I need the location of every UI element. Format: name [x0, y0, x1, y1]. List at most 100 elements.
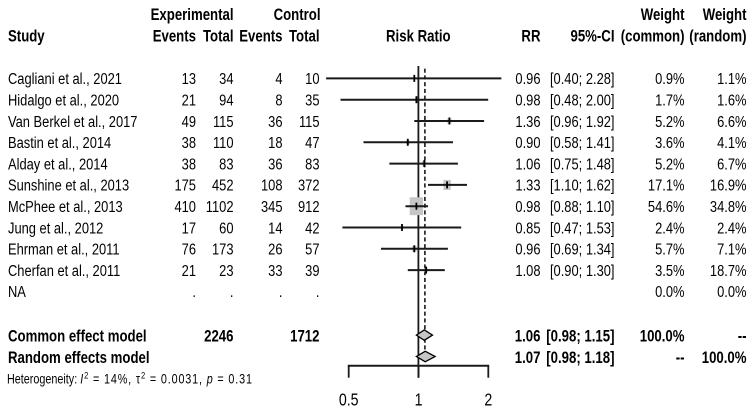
svg-text:5.2%: 5.2% — [655, 156, 684, 174]
svg-text:175: 175 — [174, 177, 196, 195]
svg-text:Cherfan et al., 2011: Cherfan et al., 2011 — [8, 263, 120, 281]
svg-text:Total: Total — [203, 27, 234, 46]
svg-text:34.8%: 34.8% — [710, 199, 747, 217]
svg-text:115: 115 — [299, 114, 320, 132]
svg-text:3.5%: 3.5% — [655, 263, 684, 281]
svg-text:33: 33 — [268, 263, 282, 281]
svg-text:1.7%: 1.7% — [655, 92, 684, 110]
svg-text:372: 372 — [298, 177, 320, 195]
svg-text:39: 39 — [305, 263, 319, 281]
svg-text:110: 110 — [213, 135, 234, 153]
svg-text:Van Berkel et al., 2017: Van Berkel et al., 2017 — [8, 114, 137, 132]
svg-text:(random): (random) — [689, 27, 746, 46]
svg-text:5.2%: 5.2% — [655, 114, 684, 132]
svg-text:0.96: 0.96 — [515, 71, 540, 89]
svg-text:100.0%: 100.0% — [640, 327, 685, 346]
svg-text:.: . — [192, 284, 196, 302]
svg-text:Weight: Weight — [703, 6, 747, 25]
svg-text:1.06: 1.06 — [515, 327, 541, 346]
svg-text:[0.69; 1.34]: [0.69; 1.34] — [550, 241, 615, 259]
svg-text:0.0%: 0.0% — [717, 284, 746, 302]
svg-text:49: 49 — [182, 114, 196, 132]
svg-text:--: -- — [676, 349, 685, 368]
svg-text:Total: Total — [289, 27, 320, 46]
svg-text:0.0%: 0.0% — [655, 284, 684, 302]
svg-text:3.6%: 3.6% — [655, 135, 684, 153]
svg-text:17.1%: 17.1% — [648, 177, 685, 195]
svg-text:.: . — [230, 284, 234, 302]
svg-text:34: 34 — [219, 71, 233, 89]
svg-text:54.6%: 54.6% — [648, 199, 685, 217]
svg-text:[0.90; 1.30]: [0.90; 1.30] — [550, 263, 615, 281]
svg-text:0.98: 0.98 — [515, 92, 540, 110]
svg-text:(common): (common) — [621, 27, 685, 46]
svg-text:36: 36 — [268, 156, 282, 174]
svg-text:1: 1 — [415, 390, 423, 410]
svg-text:Weight: Weight — [641, 6, 685, 25]
svg-text:[0.88; 1.10]: [0.88; 1.10] — [550, 199, 615, 217]
svg-text:115: 115 — [213, 114, 234, 132]
svg-text:2.4%: 2.4% — [717, 220, 746, 238]
svg-text:[0.58; 1.41]: [0.58; 1.41] — [550, 135, 615, 153]
svg-text:McPhee et al., 2013: McPhee et al., 2013 — [8, 199, 123, 217]
svg-text:Random effects model: Random effects model — [8, 349, 150, 368]
svg-text:14: 14 — [268, 220, 282, 238]
svg-text:410: 410 — [174, 199, 196, 217]
svg-text:0.9%: 0.9% — [655, 71, 684, 89]
svg-text:38: 38 — [182, 135, 196, 153]
svg-text:2246: 2246 — [204, 327, 233, 346]
svg-text:16.9%: 16.9% — [710, 177, 747, 195]
svg-text:95%-CI: 95%-CI — [570, 27, 614, 46]
svg-text:1.6%: 1.6% — [717, 92, 746, 110]
svg-text:1.08: 1.08 — [515, 263, 540, 281]
svg-text:0.98: 0.98 — [515, 199, 540, 217]
svg-text:452: 452 — [212, 177, 234, 195]
svg-text:42: 42 — [305, 220, 319, 238]
svg-text:--: -- — [738, 327, 747, 346]
svg-text:Study: Study — [8, 27, 45, 46]
svg-text:100.0%: 100.0% — [702, 349, 747, 368]
svg-text:108: 108 — [261, 177, 283, 195]
svg-text:18.7%: 18.7% — [710, 263, 747, 281]
svg-text:4.1%: 4.1% — [717, 135, 746, 153]
svg-text:912: 912 — [298, 199, 320, 217]
svg-text:Bastin et al., 2014: Bastin et al., 2014 — [8, 135, 111, 153]
svg-text:Risk Ratio: Risk Ratio — [386, 27, 451, 46]
svg-text:Control: Control — [274, 6, 321, 25]
svg-text:18: 18 — [268, 135, 282, 153]
svg-text:1.36: 1.36 — [515, 114, 540, 132]
svg-text:13: 13 — [182, 71, 196, 89]
svg-text:17: 17 — [182, 220, 196, 238]
svg-text:4: 4 — [275, 71, 282, 89]
svg-text:6.6%: 6.6% — [717, 114, 746, 132]
svg-text:1.1%: 1.1% — [717, 71, 746, 89]
svg-text:23: 23 — [219, 263, 233, 281]
svg-text:Experimental: Experimental — [151, 6, 234, 25]
svg-text:8: 8 — [275, 92, 282, 110]
svg-text:1102: 1102 — [206, 199, 234, 217]
svg-text:.: . — [316, 284, 320, 302]
svg-text:Events: Events — [153, 27, 196, 46]
svg-text:94: 94 — [219, 92, 233, 110]
svg-text:36: 36 — [268, 114, 282, 132]
svg-text:[1.10; 1.62]: [1.10; 1.62] — [550, 177, 615, 195]
svg-text:5.7%: 5.7% — [655, 241, 684, 259]
svg-text:Ehrman et al., 2011: Ehrman et al., 2011 — [8, 241, 120, 259]
svg-text:Alday et al., 2014: Alday et al., 2014 — [8, 156, 108, 174]
svg-text:7.1%: 7.1% — [717, 241, 746, 259]
svg-text:26: 26 — [268, 241, 282, 259]
svg-text:21: 21 — [182, 263, 196, 281]
svg-text:[0.98; 1.15]: [0.98; 1.15] — [546, 327, 614, 346]
svg-text:1.33: 1.33 — [515, 177, 540, 195]
svg-text:173: 173 — [212, 241, 234, 259]
svg-text:1.06: 1.06 — [515, 156, 540, 174]
svg-text:[0.47; 1.53]: [0.47; 1.53] — [550, 220, 615, 238]
svg-text:60: 60 — [219, 220, 233, 238]
svg-text:[0.96; 1.92]: [0.96; 1.92] — [550, 114, 615, 132]
svg-text:0.85: 0.85 — [515, 220, 540, 238]
svg-text:Common effect model: Common effect model — [8, 327, 147, 346]
svg-text:[0.40; 2.28]: [0.40; 2.28] — [550, 71, 615, 89]
svg-text:6.7%: 6.7% — [717, 156, 746, 174]
svg-text:[0.75; 1.48]: [0.75; 1.48] — [550, 156, 615, 174]
svg-text:NA: NA — [8, 284, 26, 302]
